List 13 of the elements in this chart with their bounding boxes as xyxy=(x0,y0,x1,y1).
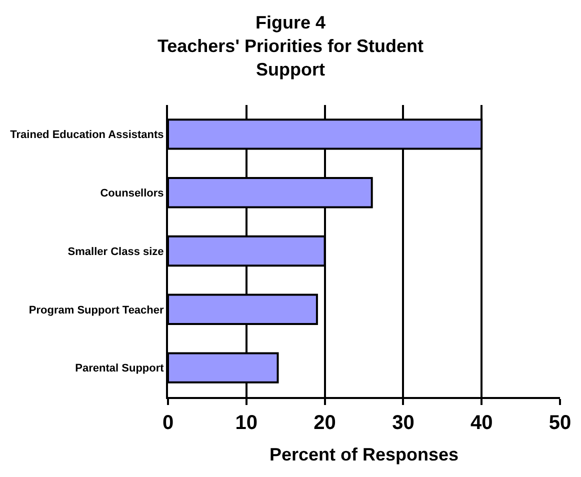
y-tick-label: Smaller Class size xyxy=(68,246,164,258)
y-tick-label: Counsellors xyxy=(100,187,164,200)
x-axis-title: Percent of Responses xyxy=(269,444,459,465)
x-tick-label: 0 xyxy=(162,412,174,434)
chart-title: Figure 4 Teachers' Priorities for Student Support xyxy=(157,12,424,80)
x-tick-label: 50 xyxy=(548,412,572,434)
y-tick-label: Program Support Teacher xyxy=(28,304,165,316)
y-tick-label: Parental Support xyxy=(75,362,164,375)
x-tick-label: 20 xyxy=(314,412,336,434)
y-tick-label: Trained Education Assistants xyxy=(10,129,164,142)
x-tick-label: 40 xyxy=(470,412,493,434)
x-tick-label: 10 xyxy=(235,412,258,434)
x-tick-label: 30 xyxy=(392,412,414,434)
